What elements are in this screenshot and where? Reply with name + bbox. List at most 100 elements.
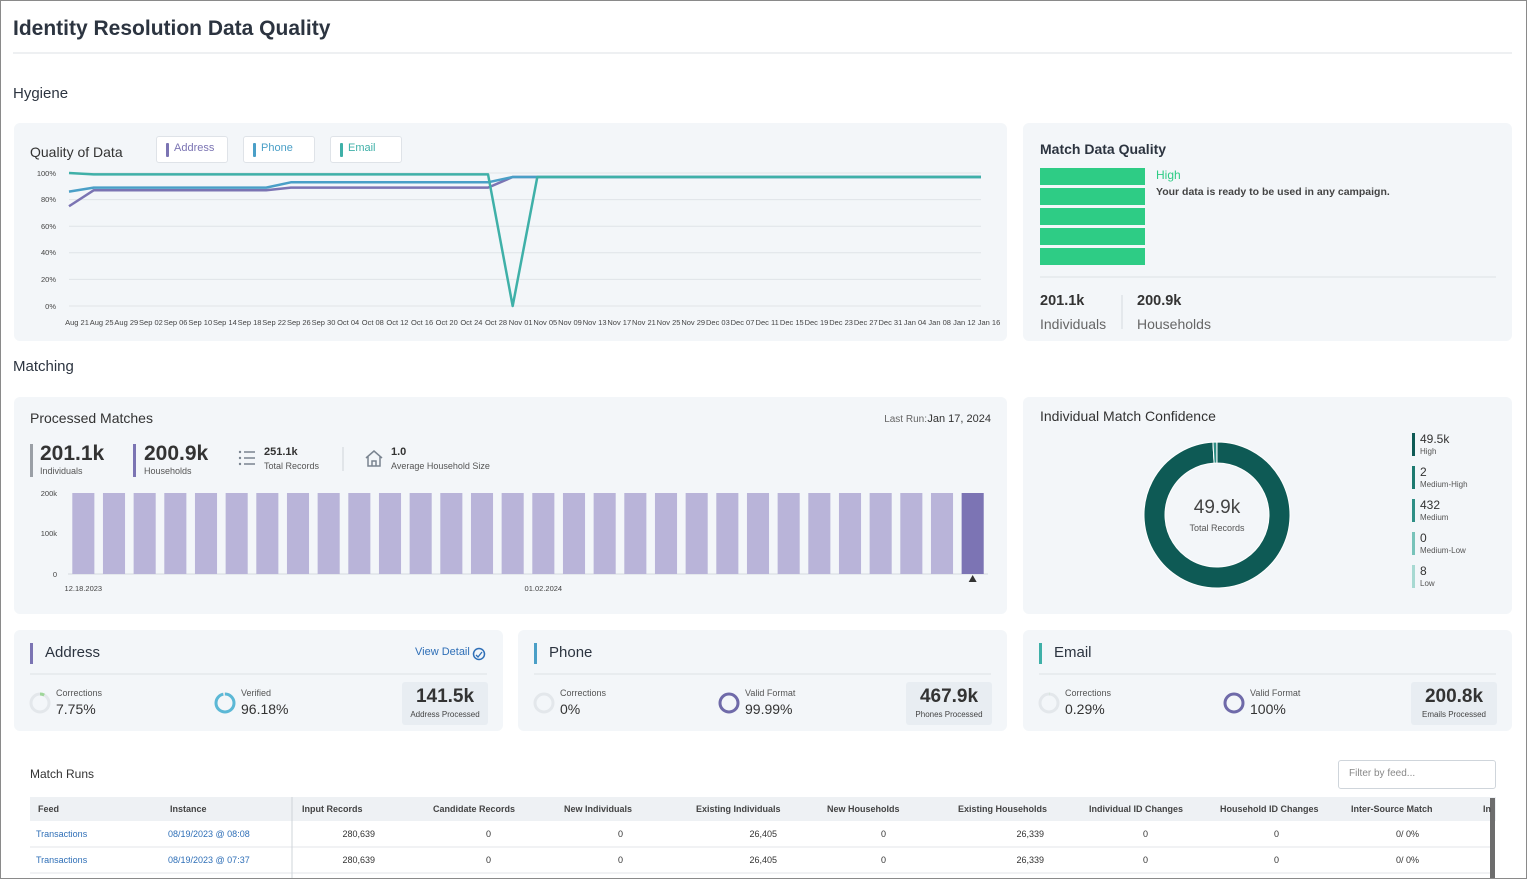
- table-cell: 0: [880, 828, 886, 839]
- view-detail-link[interactable]: View Detail: [415, 646, 470, 659]
- processed-label: Emails Processed: [1421, 710, 1487, 720]
- metric-label: Corrections: [1065, 687, 1112, 698]
- x-tick-label: Oct 12: [386, 317, 409, 327]
- x-tick-label: Jan 12: [953, 317, 976, 327]
- feed-link[interactable]: Transactions: [36, 854, 88, 865]
- x-tick-label: Dec 11: [755, 317, 779, 327]
- x-tick-label: Oct 20: [435, 317, 458, 327]
- x-tick-label: Jan 04: [903, 317, 927, 327]
- x-tick-label: Nov 25: [656, 317, 681, 327]
- processed-box: [906, 682, 992, 725]
- filter-placeholder[interactable]: Filter by feed...: [1349, 768, 1416, 779]
- x-tick-label: Aug 29: [114, 317, 139, 327]
- x-tick-label: Oct 04: [337, 317, 360, 327]
- metric-label: Corrections: [56, 687, 103, 698]
- legend-label[interactable]: Email: [348, 142, 376, 155]
- column-header: Existing Individuals: [696, 803, 781, 814]
- last-run-date: Jan 17, 2024: [927, 413, 991, 426]
- x-tick-label: Dec 15: [779, 317, 804, 327]
- processed-box: [1411, 682, 1497, 725]
- quality-message: Your data is ready to be used in any cam…: [1156, 185, 1390, 198]
- x-tick-label: Dec 27: [853, 317, 878, 327]
- x-tick-label: 01.02.2024: [524, 583, 563, 593]
- x-tick-label: Nov 09: [558, 317, 582, 327]
- table-cell: 0: [617, 828, 623, 839]
- table-header: [30, 797, 1496, 821]
- card-title: Email: [1054, 644, 1092, 661]
- section-heading: Matching: [13, 358, 74, 375]
- legend-label: Medium-High: [1420, 480, 1468, 490]
- y-tick-label: 100%: [36, 168, 56, 178]
- processed-value: 141.5k: [415, 685, 475, 707]
- column-header: Instance: [170, 803, 207, 814]
- legend-label[interactable]: Phone: [261, 142, 293, 155]
- x-tick-label: Oct 16: [411, 317, 434, 327]
- table-cell: 0: [485, 828, 491, 839]
- card-title: Address: [45, 644, 101, 661]
- y-tick-label: 60%: [40, 221, 56, 231]
- x-tick-label: Sep 26: [286, 317, 311, 327]
- card-title: Phone: [549, 644, 593, 661]
- instance-link[interactable]: 08/19/2023 @ 08:08: [168, 828, 250, 839]
- metric-value: 7.75%: [56, 700, 96, 717]
- chart-title: Quality of Data: [30, 143, 123, 160]
- column-header: Household ID Changes: [1220, 803, 1319, 814]
- x-tick-label: 12.18.2023: [64, 583, 103, 593]
- instance-link[interactable]: 08/19/2023 @ 07:37: [168, 854, 250, 865]
- processed-value: 467.9k: [919, 685, 979, 707]
- metric-value: 100%: [1250, 700, 1286, 717]
- metric-label: Valid Format: [745, 687, 796, 698]
- table-cell: 26,339: [1016, 854, 1044, 865]
- page-title: Identity Resolution Data Quality: [13, 17, 331, 41]
- stat-value: 201.1k: [1040, 293, 1085, 310]
- chart-title: Individual Match Confidence: [1040, 407, 1216, 424]
- x-tick-label: Nov 17: [607, 317, 632, 327]
- legend-label: Medium-Low: [1420, 546, 1466, 556]
- column-header: Existing Households: [958, 803, 1048, 814]
- metric-value: 99.99%: [745, 700, 793, 717]
- legend-label: Medium: [1420, 513, 1449, 523]
- table-cell: 0/ 0%: [1395, 828, 1419, 839]
- x-tick-label: Nov 13: [582, 317, 607, 327]
- stat-value: 200.9k: [1137, 293, 1182, 310]
- table-cell: 26,405: [749, 828, 777, 839]
- stat-label: Households: [144, 465, 192, 476]
- stat-label: Individuals: [40, 465, 83, 476]
- x-tick-label: Dec 23: [829, 317, 853, 327]
- y-tick-label: 100k: [40, 529, 57, 538]
- stat-label: Households: [1137, 315, 1211, 332]
- legend-value: 0: [1420, 530, 1427, 545]
- table-cell: 0: [1142, 828, 1148, 839]
- quality-level: High: [1156, 167, 1181, 182]
- filter-input[interactable]: [1338, 760, 1496, 789]
- column-header: Feed: [38, 803, 60, 814]
- column-header: New Individuals: [564, 803, 633, 814]
- processed-box: [402, 682, 488, 725]
- card: [14, 397, 1007, 614]
- column-header: Inter-Source Match: [1351, 803, 1433, 814]
- x-tick-label: Dec 31: [878, 317, 903, 327]
- donut-total: 49.9k: [1193, 496, 1241, 518]
- feed-link[interactable]: Transactions: [36, 828, 88, 839]
- x-tick-label: Jan 08: [928, 317, 951, 327]
- legend-value: 49.5k: [1420, 431, 1450, 446]
- stat-value: 201.1k: [40, 442, 105, 466]
- processed-value: 200.8k: [1424, 685, 1484, 707]
- x-tick-label: Oct 28: [484, 317, 508, 327]
- y-tick-label: 0%: [45, 301, 56, 311]
- y-tick-label: 0: [52, 569, 57, 579]
- table-cell: 0: [1142, 854, 1148, 865]
- card-title: Match Data Quality: [1040, 140, 1167, 157]
- donut-caption: Total Records: [1189, 522, 1245, 533]
- table-cell: 0: [485, 854, 491, 865]
- x-tick-label: Sep 14: [213, 317, 237, 327]
- table-cell: 280,639: [342, 854, 375, 865]
- legend-label[interactable]: Address: [174, 142, 215, 155]
- last-run-label: Last Run:: [884, 414, 927, 425]
- column-header: In: [1483, 803, 1491, 814]
- stat-label: Individuals: [1040, 315, 1107, 332]
- processed-label: Address Processed: [410, 710, 480, 720]
- x-tick-label: Dec 07: [730, 317, 755, 327]
- legend-label: Low: [1420, 579, 1435, 589]
